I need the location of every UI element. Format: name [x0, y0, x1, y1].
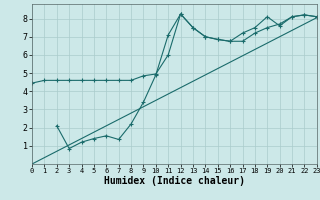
- X-axis label: Humidex (Indice chaleur): Humidex (Indice chaleur): [104, 176, 245, 186]
